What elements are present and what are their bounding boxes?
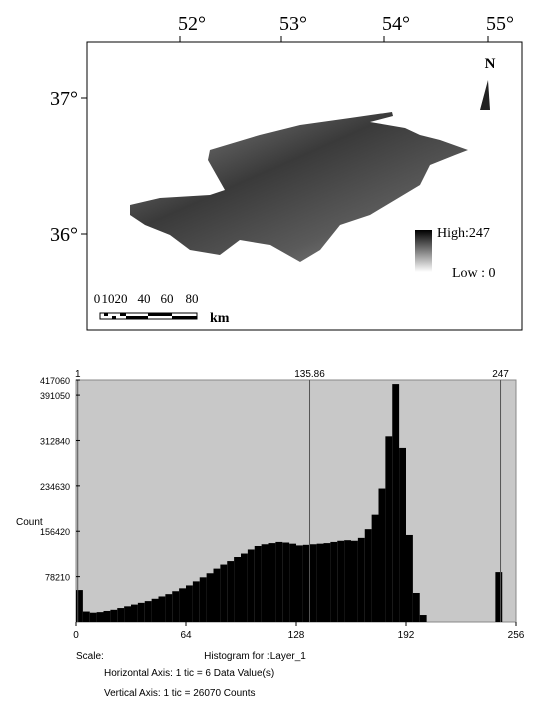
bar	[268, 543, 276, 622]
bar	[206, 573, 214, 622]
scale-bar	[99, 312, 198, 320]
bar	[137, 602, 145, 622]
bar	[309, 544, 317, 622]
bar	[406, 534, 413, 622]
bar	[241, 553, 248, 622]
bar	[89, 612, 97, 622]
bar	[82, 611, 90, 622]
bar	[158, 596, 166, 622]
bar	[96, 612, 104, 622]
bar	[399, 447, 406, 622]
legend-ramp	[415, 230, 432, 272]
scale-label: 40	[138, 291, 151, 306]
bar	[392, 384, 400, 622]
bar	[357, 537, 365, 622]
bar	[364, 529, 372, 622]
scale-label: 20	[115, 291, 128, 306]
lon-label: 55°	[486, 13, 514, 35]
bar	[371, 514, 379, 622]
bar	[275, 541, 283, 622]
bar	[261, 544, 269, 622]
bar	[247, 549, 255, 622]
bar	[131, 604, 138, 622]
scale-label: 10	[102, 291, 115, 306]
lon-label: 53°	[279, 13, 307, 35]
marker-label: 1	[75, 369, 81, 380]
bar	[227, 561, 235, 622]
bar	[385, 436, 393, 622]
y-axis-label: Count	[16, 517, 43, 528]
bar	[172, 591, 180, 622]
bar	[337, 540, 345, 622]
lon-label: 54°	[382, 13, 410, 35]
x-tick-label: 192	[398, 630, 415, 641]
bar	[344, 540, 351, 622]
note: Scale:	[76, 651, 104, 662]
bar	[316, 543, 324, 622]
lat-label: 37°	[50, 88, 78, 110]
north-arrow	[480, 80, 490, 110]
bar	[213, 568, 221, 622]
bar	[103, 610, 111, 622]
marker-label: 247	[492, 369, 509, 380]
y-tick-label: 312840	[40, 436, 70, 446]
bar	[186, 585, 193, 622]
chart-title: Histogram for :Layer_1	[204, 651, 306, 662]
bar	[412, 592, 420, 622]
scale-unit: km	[210, 311, 230, 326]
y-tick-label: 391050	[40, 391, 70, 401]
bar	[351, 540, 358, 622]
y-tick-label: 234630	[40, 482, 70, 492]
bar	[254, 545, 262, 622]
bar	[117, 608, 125, 622]
lon-label: 52°	[178, 13, 206, 35]
y-tick-label: 156420	[40, 527, 70, 537]
bar	[302, 544, 310, 622]
bar	[296, 545, 303, 622]
x-tick-label: 64	[180, 630, 192, 641]
x-tick-label: 256	[508, 630, 525, 641]
y-tick-label: 417060	[40, 376, 70, 386]
bar	[419, 615, 427, 622]
north-label: N	[485, 56, 496, 72]
note: Horizontal Axis: 1 tic = 6 Data Value(s)	[104, 668, 274, 679]
bar	[330, 541, 338, 622]
raster	[130, 112, 468, 262]
scale-label: 0	[94, 291, 101, 306]
note: Vertical Axis: 1 tic = 26070 Counts	[104, 688, 255, 699]
bar	[192, 581, 200, 622]
scale-label: 80	[186, 291, 199, 306]
bar	[124, 606, 131, 622]
y-tick-label: 78210	[45, 573, 70, 583]
bar	[110, 609, 118, 622]
bar	[144, 601, 152, 622]
scale-label: 60	[161, 291, 174, 306]
legend-high: High:247	[437, 226, 490, 241]
bar	[151, 598, 159, 622]
bar	[378, 488, 386, 622]
bar	[165, 594, 173, 622]
bar	[76, 590, 83, 622]
marker-label: 135.86	[294, 369, 325, 380]
lat-label: 36°	[50, 224, 78, 246]
bar	[495, 572, 503, 622]
bar	[289, 543, 296, 622]
bar	[323, 543, 331, 622]
x-tick-label: 0	[73, 630, 79, 641]
legend-low: Low : 0	[452, 266, 496, 281]
plot-area	[75, 379, 517, 623]
bar	[179, 588, 186, 622]
bar	[199, 577, 207, 622]
bar	[282, 542, 290, 622]
bar	[234, 557, 241, 622]
bar	[220, 564, 228, 622]
x-tick-label: 128	[288, 630, 305, 641]
